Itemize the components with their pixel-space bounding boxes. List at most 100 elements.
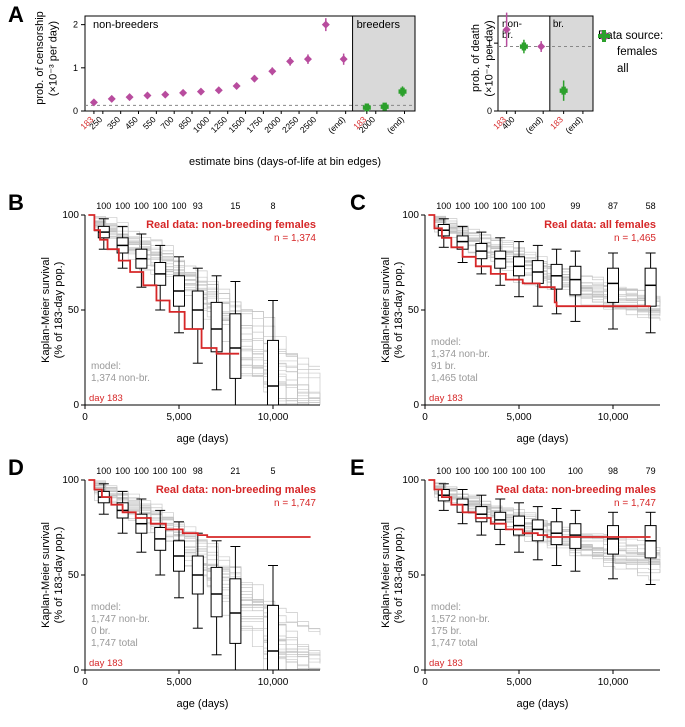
svg-text:50: 50 xyxy=(68,305,80,316)
svg-text:98: 98 xyxy=(608,466,618,476)
svg-text:58: 58 xyxy=(646,201,656,211)
svg-text:Kaplan-Meier survival: Kaplan-Meier survival xyxy=(40,522,52,628)
svg-text:100: 100 xyxy=(134,201,149,211)
svg-text:Real data: all females: Real data: all females xyxy=(544,219,656,231)
svg-text:10,000: 10,000 xyxy=(598,412,629,423)
panel-c: 05010005,00010,0001001001001001001009987… xyxy=(375,195,675,450)
svg-text:age (days): age (days) xyxy=(517,698,569,710)
svg-text:breeders: breeders xyxy=(357,19,401,31)
svg-text:(% of 183-day pop.): (% of 183-day pop.) xyxy=(393,527,405,624)
legend: Data source: females all xyxy=(598,30,663,79)
svg-text:100: 100 xyxy=(96,466,111,476)
svg-text:1750: 1750 xyxy=(244,114,265,135)
svg-text:day 183: day 183 xyxy=(89,658,123,669)
svg-text:1000: 1000 xyxy=(191,114,212,135)
svg-text:2000: 2000 xyxy=(262,114,283,135)
svg-text:79: 79 xyxy=(646,466,656,476)
panel-a: 012non-breedersbreeders18325035045055070… xyxy=(30,8,655,178)
svg-text:91 br.: 91 br. xyxy=(431,361,456,372)
plus-icon xyxy=(598,62,612,76)
svg-text:100: 100 xyxy=(115,466,130,476)
svg-text:350: 350 xyxy=(105,114,122,131)
panel-label-e: E xyxy=(350,455,365,481)
panel-a-right-ylabel1: prob. of death xyxy=(470,3,482,113)
svg-text:Kaplan-Meier survival: Kaplan-Meier survival xyxy=(380,257,392,363)
figure-root: A 012non-breedersbreeders183250350450550… xyxy=(0,0,685,727)
svg-text:50: 50 xyxy=(408,305,420,316)
svg-text:100: 100 xyxy=(474,466,489,476)
svg-text:100: 100 xyxy=(455,466,470,476)
svg-text:(% of 183-day pop.): (% of 183-day pop.) xyxy=(393,262,405,359)
svg-text:2: 2 xyxy=(73,20,78,30)
svg-text:1,465 total: 1,465 total xyxy=(431,373,478,384)
svg-text:100: 100 xyxy=(530,201,545,211)
svg-text:Real data: non-breeding female: Real data: non-breeding females xyxy=(146,219,316,231)
svg-text:n = 1,374: n = 1,374 xyxy=(274,233,316,244)
svg-text:10,000: 10,000 xyxy=(258,677,289,688)
panel-label-c: C xyxy=(350,190,366,216)
svg-text:175 br.: 175 br. xyxy=(431,626,462,637)
svg-text:2250: 2250 xyxy=(280,114,301,135)
svg-text:day 183: day 183 xyxy=(89,393,123,404)
svg-text:100: 100 xyxy=(455,201,470,211)
svg-text:99: 99 xyxy=(570,201,580,211)
svg-text:100: 100 xyxy=(511,201,526,211)
svg-text:(% of 183-day pop.): (% of 183-day pop.) xyxy=(53,527,65,624)
panel-label-d: D xyxy=(8,455,24,481)
svg-text:1,747 total: 1,747 total xyxy=(91,638,138,649)
svg-text:1250: 1250 xyxy=(209,114,230,135)
svg-text:non-breeders: non-breeders xyxy=(93,19,159,31)
svg-text:0: 0 xyxy=(82,412,88,423)
svg-text:8: 8 xyxy=(270,201,275,211)
svg-text:Real data: non-breeding males: Real data: non-breeding males xyxy=(496,484,656,496)
panel-b: 05010005,00010,00010010010010010093158ag… xyxy=(35,195,335,450)
svg-text:n = 1,747: n = 1,747 xyxy=(614,498,656,509)
svg-text:0: 0 xyxy=(82,677,88,688)
svg-text:100: 100 xyxy=(511,466,526,476)
svg-text:1,572 non-br.: 1,572 non-br. xyxy=(431,614,490,625)
svg-text:98: 98 xyxy=(193,466,203,476)
svg-text:5,000: 5,000 xyxy=(506,412,531,423)
svg-text:100: 100 xyxy=(568,466,583,476)
svg-text:100: 100 xyxy=(62,210,79,221)
svg-text:5,000: 5,000 xyxy=(166,412,191,423)
svg-text:100: 100 xyxy=(493,201,508,211)
svg-text:0: 0 xyxy=(73,106,78,116)
svg-text:0: 0 xyxy=(73,400,79,411)
svg-text:15: 15 xyxy=(230,201,240,211)
panel-a-right-ylabel2: (×10⁻⁴ per day) xyxy=(483,4,496,114)
svg-text:10,000: 10,000 xyxy=(598,677,629,688)
svg-text:87: 87 xyxy=(608,201,618,211)
svg-text:450: 450 xyxy=(123,114,140,131)
svg-text:550: 550 xyxy=(141,114,158,131)
svg-text:100: 100 xyxy=(530,466,545,476)
svg-text:50: 50 xyxy=(408,570,420,581)
svg-text:(end): (end) xyxy=(523,114,544,135)
panel-d: 05010005,00010,00010010010010010098215ag… xyxy=(35,460,335,715)
legend-item-label: all xyxy=(617,63,629,75)
svg-text:model:: model: xyxy=(91,602,121,613)
svg-text:model:: model: xyxy=(431,337,461,348)
legend-item-label: females xyxy=(617,46,657,58)
svg-text:0: 0 xyxy=(413,665,419,676)
svg-text:Kaplan-Meier survival: Kaplan-Meier survival xyxy=(380,522,392,628)
svg-text:100: 100 xyxy=(96,201,111,211)
svg-text:Kaplan-Meier survival: Kaplan-Meier survival xyxy=(40,257,52,363)
panel-label-b: B xyxy=(8,190,24,216)
panel-a-left-ylabel2: (×10⁻³ per day) xyxy=(47,0,60,119)
panel-label-a: A xyxy=(8,2,24,28)
svg-text:0: 0 xyxy=(413,400,419,411)
svg-text:n = 1,747: n = 1,747 xyxy=(274,498,316,509)
svg-text:0 br.: 0 br. xyxy=(91,626,110,637)
svg-text:5,000: 5,000 xyxy=(166,677,191,688)
svg-text:93: 93 xyxy=(193,201,203,211)
svg-text:100: 100 xyxy=(474,201,489,211)
svg-text:50: 50 xyxy=(68,570,80,581)
svg-text:700: 700 xyxy=(159,114,176,131)
svg-text:1500: 1500 xyxy=(227,114,248,135)
svg-text:2500: 2500 xyxy=(298,114,319,135)
svg-text:age (days): age (days) xyxy=(177,433,229,445)
svg-text:1,747 non-br.: 1,747 non-br. xyxy=(91,614,150,625)
svg-text:5,000: 5,000 xyxy=(506,677,531,688)
legend-item-all: all xyxy=(598,62,663,76)
